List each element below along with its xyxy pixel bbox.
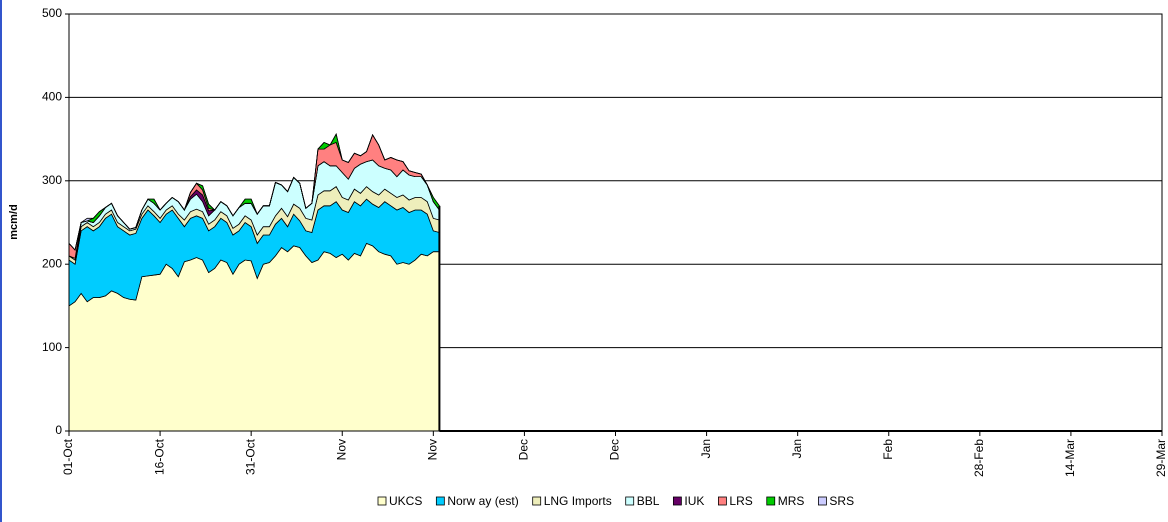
legend-swatch xyxy=(532,496,542,506)
x-tick-label: 16-Oct xyxy=(152,438,166,475)
x-tick-label: Nov xyxy=(334,439,348,460)
x-tick-label: Feb xyxy=(881,439,895,460)
y-tick-label: 300 xyxy=(42,173,62,187)
y-tick-label: 100 xyxy=(42,340,62,354)
y-tick-label: 500 xyxy=(42,6,62,20)
x-tick-label: Dec xyxy=(517,439,531,460)
legend-label: LNG Imports xyxy=(544,494,612,508)
x-tick-label: Dec xyxy=(608,439,622,460)
legend-swatch xyxy=(377,496,387,506)
legend-label: BBL xyxy=(637,494,660,508)
legend-label: LRS xyxy=(729,494,752,508)
legend-swatch xyxy=(718,496,727,506)
y-tick-label: 200 xyxy=(42,256,62,270)
x-tick-label: 31-Oct xyxy=(243,438,257,475)
legend-swatch xyxy=(625,496,635,506)
x-tick-label: 01-Oct xyxy=(61,438,75,475)
x-tick-label: Nov xyxy=(426,439,440,460)
legend-label: MRS xyxy=(778,494,805,508)
legend-swatch xyxy=(766,496,776,506)
x-tick-label: 29-Mar xyxy=(1154,439,1168,477)
legend-label: UKCS xyxy=(389,494,422,508)
x-tick-label: Jan xyxy=(699,439,713,458)
legend-swatch xyxy=(435,496,445,506)
legend-swatch xyxy=(672,496,682,506)
y-tick-label: 400 xyxy=(42,90,62,104)
x-tick-label: 14-Mar xyxy=(1063,439,1077,477)
legend-label: Norw ay (est) xyxy=(447,494,518,508)
legend-label: IUK xyxy=(684,494,704,508)
y-tick-label: 0 xyxy=(55,423,62,437)
x-tick-label: 28-Feb xyxy=(972,439,986,477)
y-axis-label: mcm/d xyxy=(8,204,20,239)
x-tick-label: Jan xyxy=(790,439,804,458)
legend-label: SRS xyxy=(829,494,854,508)
legend-swatch xyxy=(818,496,827,506)
